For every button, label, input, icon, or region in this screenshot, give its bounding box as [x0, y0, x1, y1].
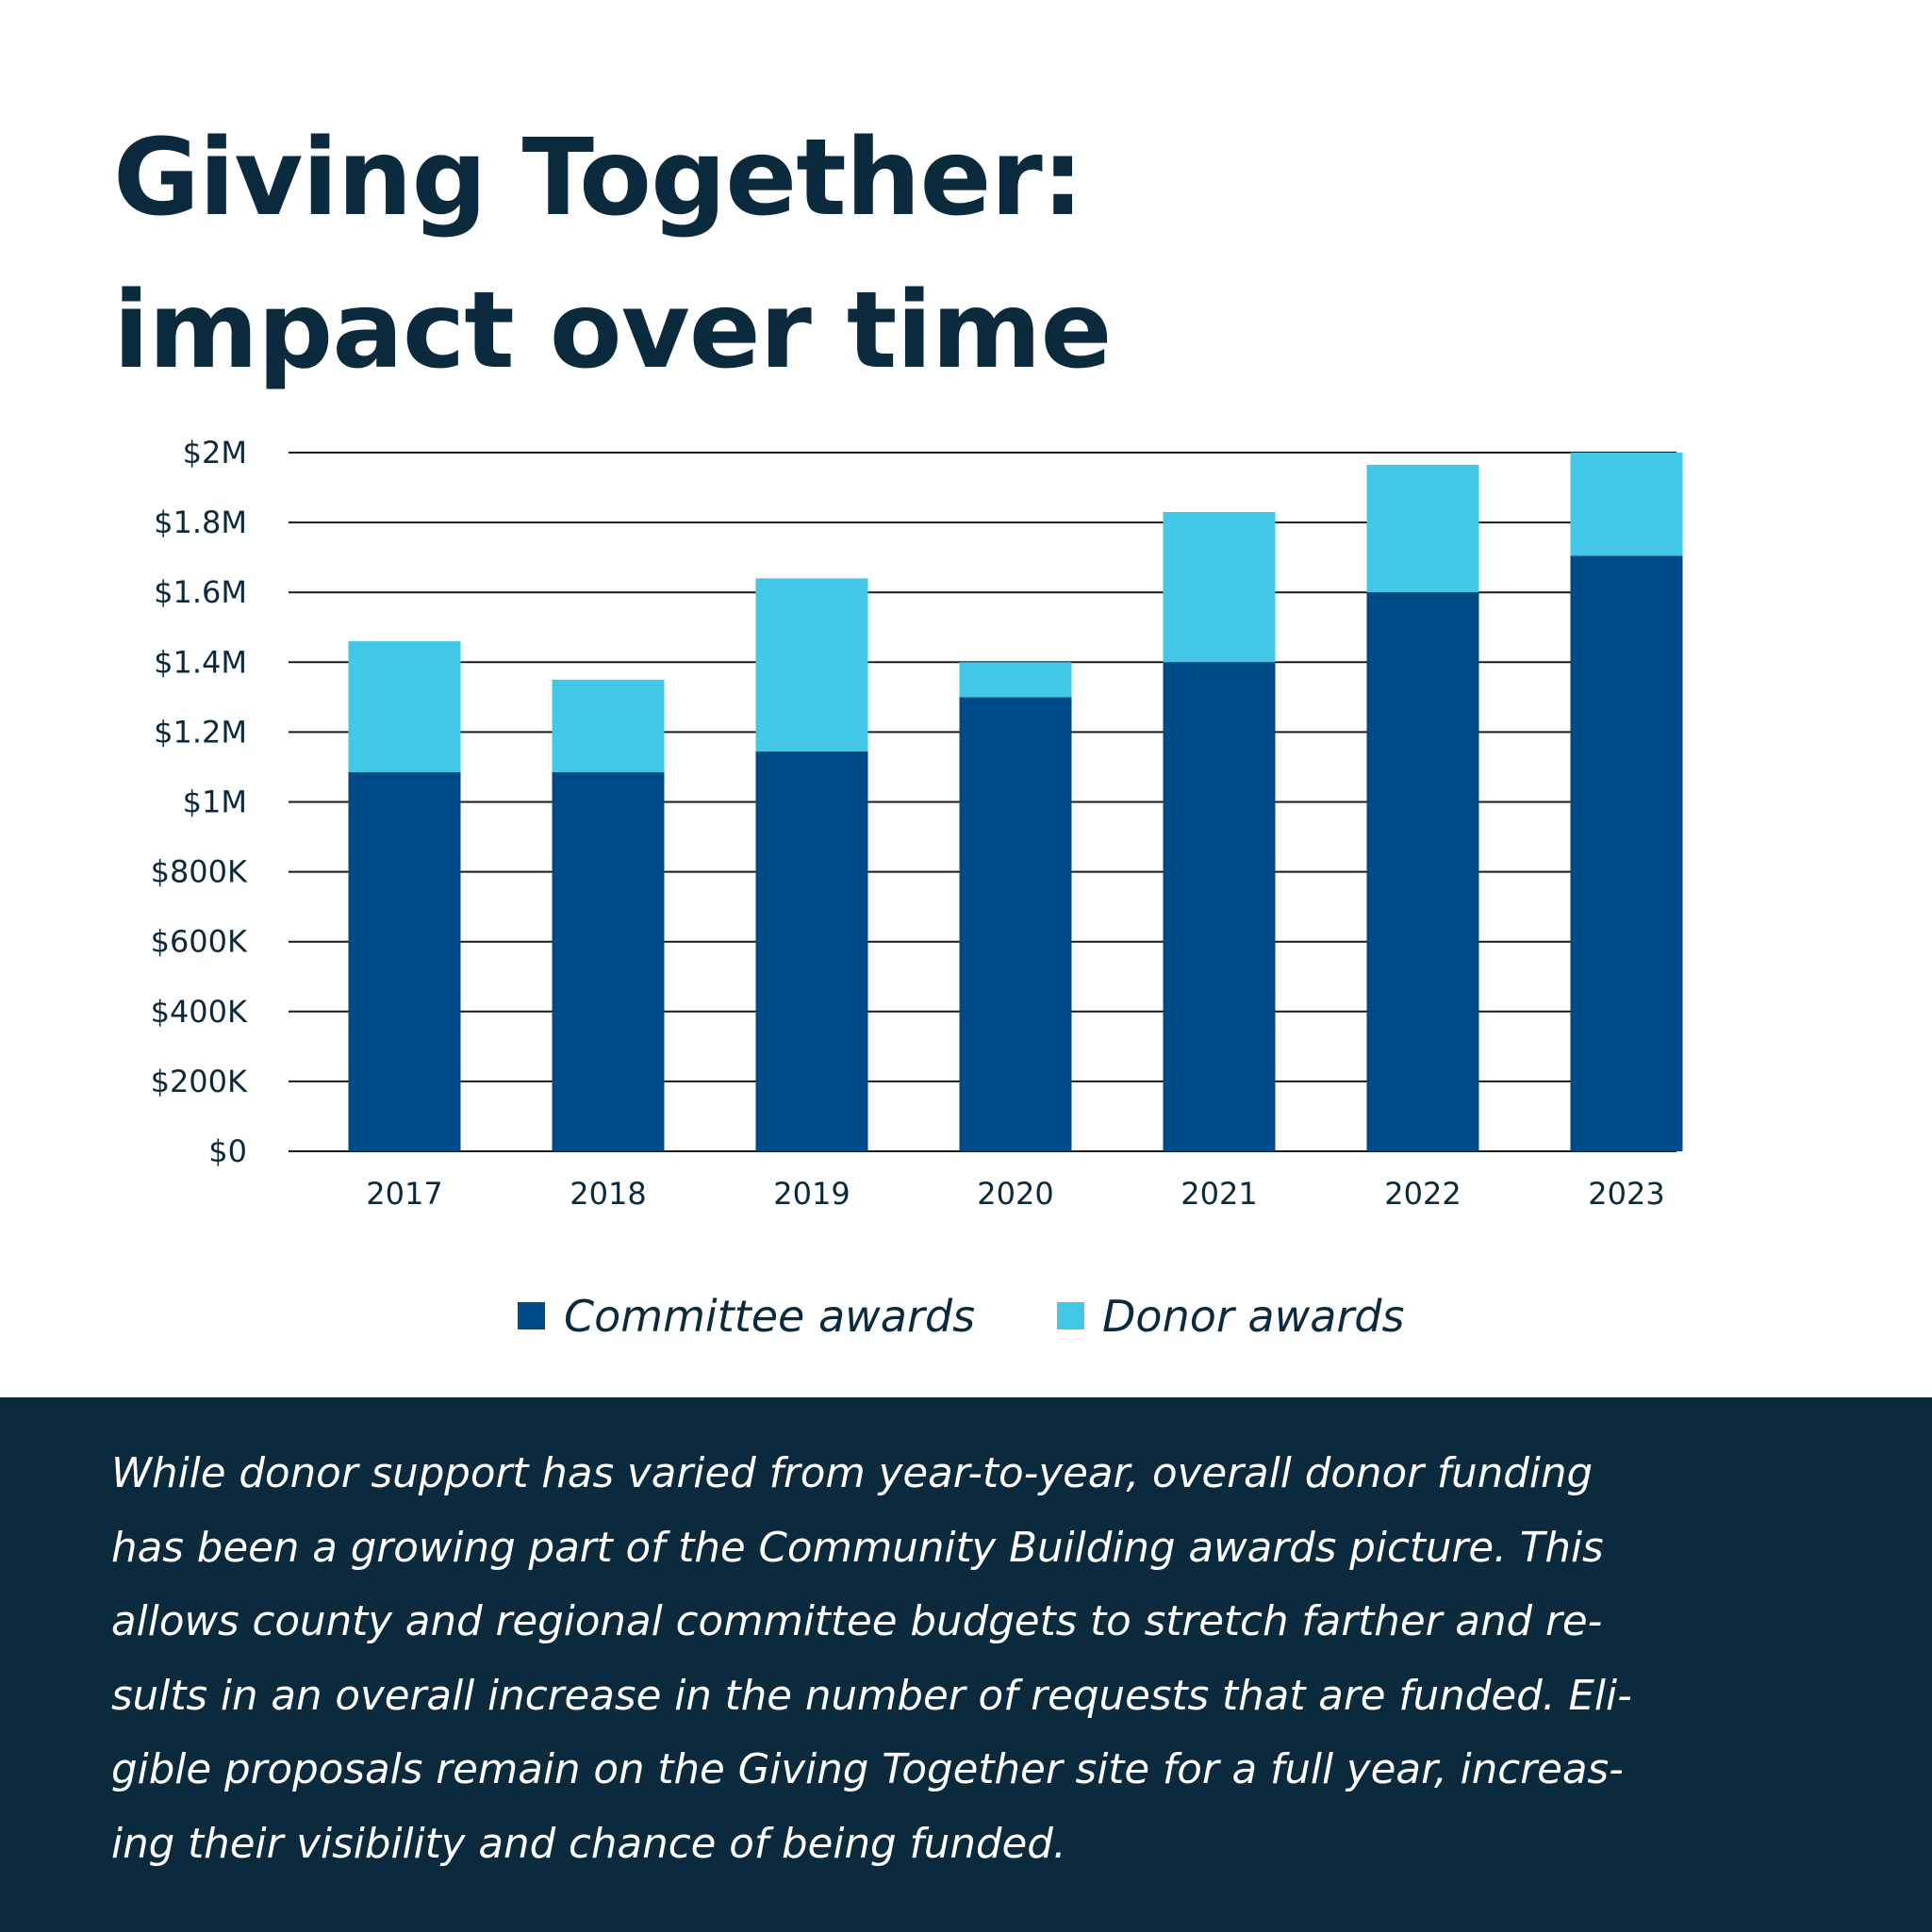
bar-donor-2018 — [552, 679, 665, 773]
summary-text: While donor support has varied from year… — [111, 1437, 1818, 1881]
y-tick-label: $1.4M — [154, 644, 247, 680]
summary-line: ing their visibility and chance of being… — [111, 1820, 1066, 1868]
bar-committee-2023 — [1570, 555, 1683, 1151]
bars — [348, 453, 1683, 1151]
x-tick-label: 2019 — [773, 1176, 850, 1212]
bar-committee-2021 — [1163, 662, 1276, 1151]
legend: Committee awards Donor awards — [518, 1291, 1404, 1342]
bar-committee-2020 — [959, 697, 1072, 1151]
summary-line: allows county and regional committee bud… — [111, 1598, 1603, 1645]
bar-donor-2020 — [959, 662, 1072, 698]
x-axis-ticks: 2017 2018 2019 2020 2021 2022 2023 — [366, 1176, 1664, 1212]
bar-donor-2023 — [1570, 453, 1683, 556]
summary-line: has been a growing part of the Community… — [111, 1524, 1604, 1572]
summary-line: While donor support has varied from year… — [111, 1450, 1593, 1497]
x-tick-label: 2017 — [366, 1176, 442, 1212]
y-tick-label: $1M — [183, 784, 247, 820]
title-line-2: impact over time — [113, 270, 1112, 392]
bar-donor-2017 — [348, 641, 461, 773]
y-tick-label: $200K — [151, 1064, 248, 1099]
bar-committee-2019 — [755, 751, 868, 1151]
summary-panel: While donor support has varied from year… — [0, 1397, 1932, 1932]
x-tick-label: 2021 — [1181, 1176, 1257, 1212]
x-tick-label: 2022 — [1384, 1176, 1461, 1212]
title-line-1: Giving Together: — [113, 117, 1083, 239]
summary-line: gible proposals remain on the Giving Tog… — [111, 1746, 1624, 1793]
y-tick-label: $1.2M — [154, 714, 247, 750]
bar-donor-2022 — [1366, 464, 1479, 593]
y-tick-label: $1.8M — [154, 504, 247, 540]
y-tick-label: $800K — [151, 854, 248, 890]
x-tick-label: 2020 — [977, 1176, 1053, 1212]
page-title: Giving Together: impact over time — [113, 102, 1112, 407]
y-tick-label: $2M — [183, 435, 247, 471]
y-tick-label: $600K — [151, 924, 248, 960]
x-tick-label: 2023 — [1588, 1176, 1664, 1212]
stacked-bar-chart: $0 $200K $400K $600K $800K $1M $1.2M $1.4M $1.6M… — [151, 435, 1683, 1342]
legend-label-donor: Donor awards — [1102, 1291, 1404, 1342]
y-tick-label: $0 — [208, 1133, 247, 1169]
bar-committee-2017 — [348, 772, 461, 1151]
y-tick-label: $1.6M — [154, 574, 247, 610]
x-tick-label: 2018 — [570, 1176, 646, 1212]
legend-swatch-committee — [518, 1302, 545, 1329]
bar-committee-2022 — [1366, 592, 1479, 1151]
bar-donor-2019 — [755, 578, 868, 751]
bar-committee-2018 — [552, 772, 665, 1151]
summary-line: sults in an overall increase in the numb… — [111, 1672, 1632, 1720]
y-tick-label: $400K — [151, 994, 248, 1030]
y-axis-ticks: $0 $200K $400K $600K $800K $1M $1.2M $1.4M $1.6M… — [151, 435, 248, 1169]
bar-donor-2021 — [1163, 511, 1276, 663]
legend-swatch-donor — [1057, 1302, 1084, 1329]
legend-label-committee: Committee awards — [564, 1291, 975, 1342]
